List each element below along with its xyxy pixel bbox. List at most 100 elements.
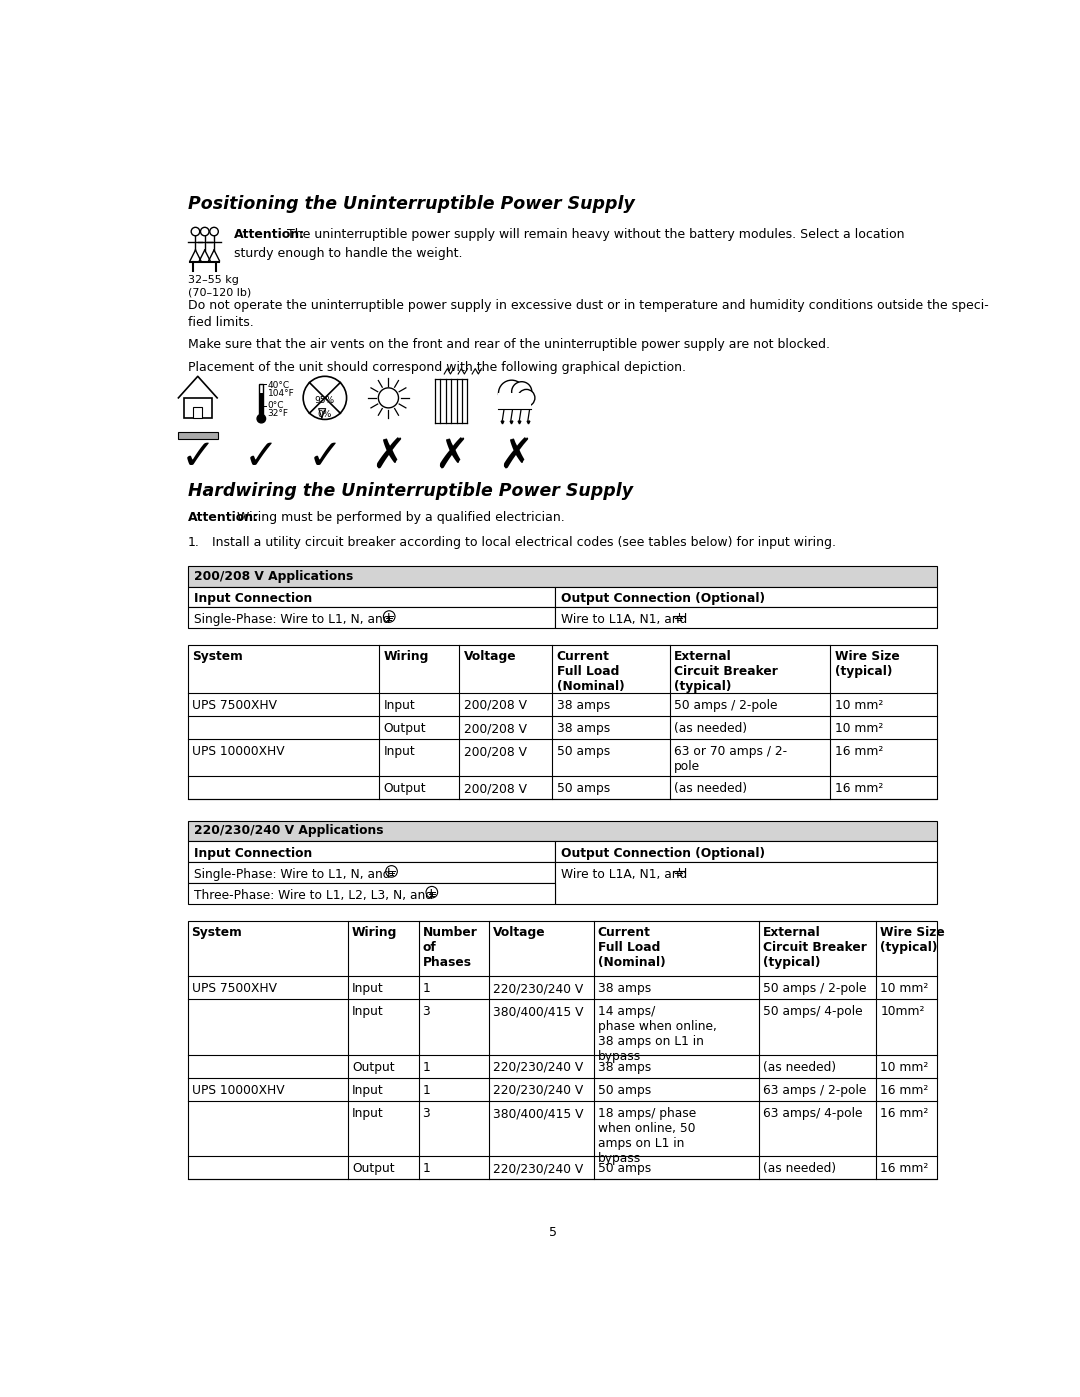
Text: The uninterruptible power supply will remain heavy without the battery modules. : The uninterruptible power supply will re… (283, 229, 905, 242)
Text: Wiring: Wiring (383, 651, 429, 664)
Text: Output: Output (352, 1060, 394, 1074)
Text: Input: Input (383, 745, 415, 759)
Text: (as needed): (as needed) (762, 1060, 836, 1074)
Text: 10 mm²: 10 mm² (880, 982, 929, 995)
Text: 32°F: 32°F (268, 409, 288, 419)
Text: Input: Input (383, 698, 415, 712)
Text: 50 amps / 2-pole: 50 amps / 2-pole (762, 982, 866, 995)
Text: 40°C: 40°C (268, 381, 289, 390)
Text: UPS 10000XHV: UPS 10000XHV (191, 1084, 284, 1097)
Bar (555, 608, 937, 629)
Text: (as needed): (as needed) (762, 1162, 836, 1175)
Text: 16 mm²: 16 mm² (835, 782, 882, 795)
Text: (as needed): (as needed) (674, 722, 747, 735)
Bar (188, 841, 555, 862)
Text: Single-Phase: Wire to L1, N, and: Single-Phase: Wire to L1, N, and (194, 869, 390, 882)
Text: (70–120 lb): (70–120 lb) (189, 288, 252, 298)
Text: 18 amps/ phase
when online, 50
amps on L1 in
bypass: 18 amps/ phase when online, 50 amps on L… (597, 1106, 696, 1165)
Text: Number
of
Phases: Number of Phases (422, 926, 477, 970)
Circle shape (512, 381, 531, 402)
Text: 16 mm²: 16 mm² (835, 745, 882, 759)
Text: 50 amps: 50 amps (556, 745, 610, 759)
Text: Input: Input (352, 1106, 383, 1120)
Text: ✓: ✓ (244, 436, 279, 478)
Text: Input: Input (352, 1006, 383, 1018)
Text: Output Connection (Optional): Output Connection (Optional) (562, 847, 765, 859)
Text: 0°C: 0°C (268, 401, 284, 409)
Bar (188, 862, 555, 883)
Text: 1.: 1. (188, 536, 200, 549)
Text: 50 amps/ 4-pole: 50 amps/ 4-pole (762, 1006, 862, 1018)
Text: 1: 1 (422, 1084, 430, 1097)
Text: 63 or 70 amps / 2-
pole: 63 or 70 amps / 2- pole (674, 745, 787, 773)
Text: fied limits.: fied limits. (188, 316, 254, 330)
Text: 1: 1 (422, 982, 430, 995)
Bar (188, 921, 937, 1179)
Text: 50 amps: 50 amps (597, 1084, 651, 1097)
Bar (555, 587, 937, 608)
Text: Current
Full Load
(Nominal): Current Full Load (Nominal) (556, 651, 624, 693)
Bar (555, 862, 937, 904)
Bar (499, 393, 531, 409)
Text: 32–55 kg: 32–55 kg (189, 275, 240, 285)
Text: Wire to L1A, N1, and: Wire to L1A, N1, and (562, 869, 687, 882)
Text: Do not operate the uninterruptible power supply in excessive dust or in temperat: Do not operate the uninterruptible power… (188, 299, 988, 313)
Text: External
Circuit Breaker
(typical): External Circuit Breaker (typical) (762, 926, 866, 970)
Text: 200/208 V Applications: 200/208 V Applications (194, 570, 353, 583)
Bar (177, 432, 218, 440)
Text: 38 amps: 38 amps (597, 982, 651, 995)
Text: (as needed): (as needed) (674, 782, 747, 795)
Text: 63 amps / 2-pole: 63 amps / 2-pole (762, 1084, 866, 1097)
Text: 63 amps/ 4-pole: 63 amps/ 4-pole (762, 1106, 862, 1120)
Circle shape (499, 380, 525, 407)
Text: ✗: ✗ (434, 436, 470, 478)
Text: Input Connection: Input Connection (194, 592, 312, 605)
Text: 50 amps: 50 amps (597, 1162, 651, 1175)
Text: Wiring: Wiring (352, 926, 397, 939)
Text: 50 amps: 50 amps (556, 782, 610, 795)
Circle shape (378, 388, 399, 408)
Text: 1: 1 (422, 1162, 430, 1175)
Text: 16 mm²: 16 mm² (880, 1084, 929, 1097)
Text: 50 amps / 2-pole: 50 amps / 2-pole (674, 698, 778, 712)
Text: 3: 3 (422, 1006, 430, 1018)
Text: 38 amps: 38 amps (556, 698, 610, 712)
Text: Input Connection: Input Connection (194, 847, 312, 859)
Text: 220/230/240 V: 220/230/240 V (492, 982, 583, 995)
Text: Output: Output (383, 782, 427, 795)
Text: 0%: 0% (318, 411, 332, 419)
Text: 16 mm²: 16 mm² (880, 1162, 929, 1175)
Text: Voltage: Voltage (463, 651, 516, 664)
Circle shape (257, 415, 266, 423)
Text: Wire to L1A, N1, and: Wire to L1A, N1, and (562, 613, 687, 626)
Text: Current
Full Load
(Nominal): Current Full Load (Nominal) (597, 926, 665, 970)
Text: External
Circuit Breaker
(typical): External Circuit Breaker (typical) (674, 651, 778, 693)
Circle shape (303, 376, 347, 419)
Text: Wiring must be performed by a qualified electrician.: Wiring must be performed by a qualified … (238, 511, 565, 524)
Text: 38 amps: 38 amps (556, 722, 610, 735)
Text: Voltage: Voltage (492, 926, 545, 939)
Text: ✓: ✓ (180, 436, 215, 478)
Text: 10 mm²: 10 mm² (880, 1060, 929, 1074)
Text: Wire Size
(typical): Wire Size (typical) (835, 651, 900, 679)
Bar (188, 608, 555, 629)
Text: 200/208 V: 200/208 V (463, 698, 527, 712)
Text: Input: Input (352, 982, 383, 995)
Text: 200/208 V: 200/208 V (463, 745, 527, 759)
Text: 200/208 V: 200/208 V (463, 722, 527, 735)
Text: 5: 5 (550, 1227, 557, 1239)
Bar (188, 566, 937, 587)
Text: 10 mm²: 10 mm² (835, 698, 882, 712)
Bar (184, 398, 212, 418)
Text: 380/400/415 V: 380/400/415 V (492, 1006, 583, 1018)
Text: UPS 10000XHV: UPS 10000XHV (192, 745, 285, 759)
Text: Placement of the unit should correspond with the following graphical depiction.: Placement of the unit should correspond … (188, 360, 686, 374)
Text: 16 mm²: 16 mm² (880, 1106, 929, 1120)
Text: 10 mm²: 10 mm² (835, 722, 882, 735)
Text: Hardwiring the Uninterruptible Power Supply: Hardwiring the Uninterruptible Power Sup… (188, 482, 633, 500)
Text: 104°F: 104°F (268, 390, 294, 398)
Text: Output Connection (Optional): Output Connection (Optional) (562, 592, 765, 605)
Text: Install a utility circuit breaker according to local electrical codes (see table: Install a utility circuit breaker accord… (213, 536, 837, 549)
Text: UPS 7500XHV: UPS 7500XHV (191, 982, 276, 995)
Bar (188, 645, 937, 799)
